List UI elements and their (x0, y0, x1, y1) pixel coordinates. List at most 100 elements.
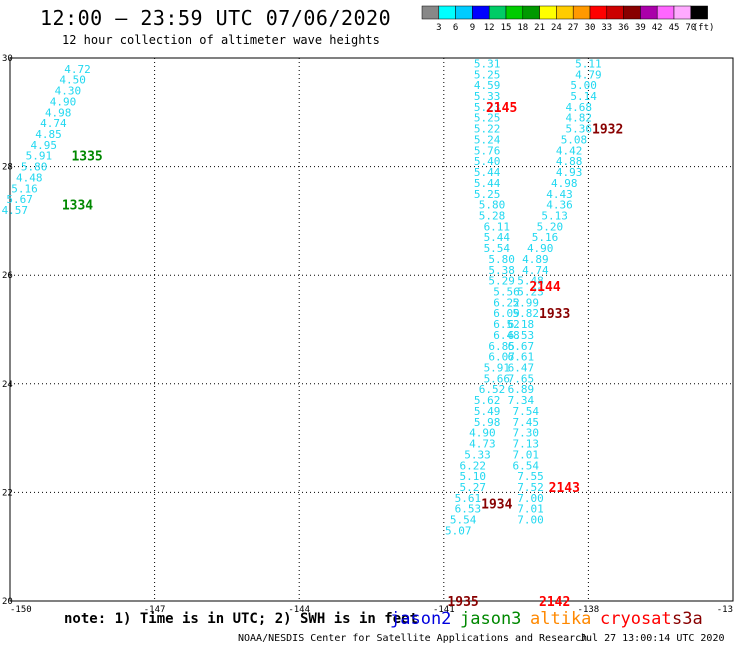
swh-value: 5.40 (474, 155, 501, 168)
colorbar-swatch (488, 5, 507, 20)
colorbar-label: 36 (618, 23, 629, 33)
swh-value: 5.14 (570, 90, 597, 103)
swh-value: 5.66 (484, 372, 511, 385)
swh-value: 5.20 (537, 220, 564, 233)
swh-value: 5.48 (517, 275, 544, 288)
swh-value: 5.31 (474, 57, 501, 70)
swh-value: 5.33 (474, 90, 501, 103)
swh-value: 7.34 (508, 394, 535, 407)
swh-value: 4.85 (35, 128, 62, 141)
swh-value: 7.01 (517, 503, 544, 516)
colorbar-swatch (606, 5, 624, 20)
swh-value: 4.93 (556, 166, 583, 179)
legend-item-s3a: s3a (672, 609, 703, 629)
page-title: 12:00 – 23:59 UTC 07/06/2020 (40, 6, 392, 30)
swh-value: 6.52 (479, 383, 506, 396)
colorbar-label: 15 (501, 23, 512, 33)
y-tick-label: 30 (2, 54, 13, 64)
colorbar-label: 18 (517, 23, 528, 33)
swh-value: 5.36 (566, 123, 593, 136)
swh-value: 6.53 (508, 329, 535, 342)
colorbar-swatch (656, 5, 675, 20)
swh-value: 5.00 (570, 79, 597, 92)
swh-value: 4.48 (16, 171, 43, 184)
swh-value: 5.24 (474, 133, 501, 146)
swh-value: 4.82 (566, 112, 593, 125)
colorbar-label: 12 (484, 23, 495, 33)
swh-value: 5.16 (532, 231, 559, 244)
swh-value: 5.82 (512, 307, 539, 320)
legend-item-jason2: jason2 (390, 609, 452, 629)
colorbar-label: 27 (568, 23, 579, 33)
swh-value: 4.88 (556, 155, 583, 168)
swh-value: 6.22 (459, 459, 486, 472)
pass-time-label: 2145 (486, 101, 517, 116)
swh-value: 5.80 (488, 253, 515, 266)
y-tick-label: 26 (2, 271, 13, 281)
colorbar-swatch (640, 5, 658, 20)
y-tick-label: 22 (2, 488, 13, 498)
swh-value: 7.00 (517, 514, 544, 527)
footer-timestamp: Jul 27 13:00:14 UTC 2020 (580, 633, 725, 644)
swh-value: 5.33 (464, 448, 491, 461)
swh-value: 4.95 (30, 139, 57, 152)
colorbar-swatch (623, 5, 641, 20)
colorbar-swatch (522, 5, 540, 20)
colorbar-label: 30 (585, 23, 596, 33)
swh-value: 5.10 (459, 470, 486, 483)
swh-value: 4.57 (2, 204, 29, 217)
swh-value: 5.25 (474, 68, 501, 81)
swh-value: 6.09 (493, 307, 520, 320)
swh-value: 4.79 (575, 68, 602, 81)
pass-time-label: 2142 (539, 595, 570, 610)
gridlines (10, 58, 733, 601)
colorbar-swatch (572, 5, 591, 20)
x-tick-label: -141 (433, 605, 455, 615)
swh-value: 5.29 (488, 275, 515, 288)
colorbar-label: 45 (669, 23, 680, 33)
plot-frame (9, 57, 734, 602)
colorbar-swatch (539, 5, 557, 20)
swh-value: 5.16 (11, 182, 38, 195)
swh-value: 4.74 (522, 264, 549, 277)
swh-value: 5.80 (21, 161, 48, 174)
swh-value: 5.62 (474, 394, 501, 407)
swh-value: 5.76 (474, 144, 501, 157)
swh-value: 7.65 (508, 372, 535, 385)
x-tick-label: -144 (288, 605, 310, 615)
swh-value: 7.52 (517, 481, 544, 494)
swh-value: 5.61 (455, 492, 482, 505)
swh-value: 5.91 (484, 362, 511, 375)
swh-value: 7.13 (512, 438, 539, 451)
x-tick-label: -138 (578, 605, 600, 615)
swh-value: 7.45 (512, 416, 539, 429)
swh-value: 4.42 (556, 144, 583, 157)
y-tick-label: 28 (2, 163, 13, 173)
swh-value: 6.07 (488, 351, 515, 364)
colorbar-label: 9 (470, 23, 475, 33)
swh-value: 5.22 (474, 123, 501, 136)
swh-value: 5.54 (484, 242, 511, 255)
swh-value: 5.38 (488, 264, 515, 277)
swh-value: 6.18 (508, 318, 535, 331)
colorbar-swatch (556, 5, 574, 20)
swh-value: 5.99 (512, 296, 539, 309)
swh-value: 5.28 (479, 209, 506, 222)
swh-value: 4.90 (50, 95, 77, 108)
swh-value: 4.98 (45, 106, 72, 119)
colorbar-swatch (690, 5, 708, 20)
pass-time-label: 1335 (71, 150, 102, 165)
swh-value: 7.00 (517, 492, 544, 505)
pass-time-label: 1334 (62, 199, 93, 214)
colorbar-swatch (673, 5, 692, 20)
swh-value: 6.52 (493, 318, 520, 331)
colorbar-swatch (589, 5, 608, 20)
colorbar-label: 21 (534, 23, 545, 33)
swh-value: 4.43 (546, 188, 573, 201)
swh-value: 4.50 (59, 74, 86, 87)
swh-value: 5.80 (479, 199, 506, 212)
y-tick-label: 24 (2, 380, 13, 390)
y-tick-labels: 20 22 24 26 28 30 (2, 54, 13, 607)
swh-value: 7.55 (517, 470, 544, 483)
